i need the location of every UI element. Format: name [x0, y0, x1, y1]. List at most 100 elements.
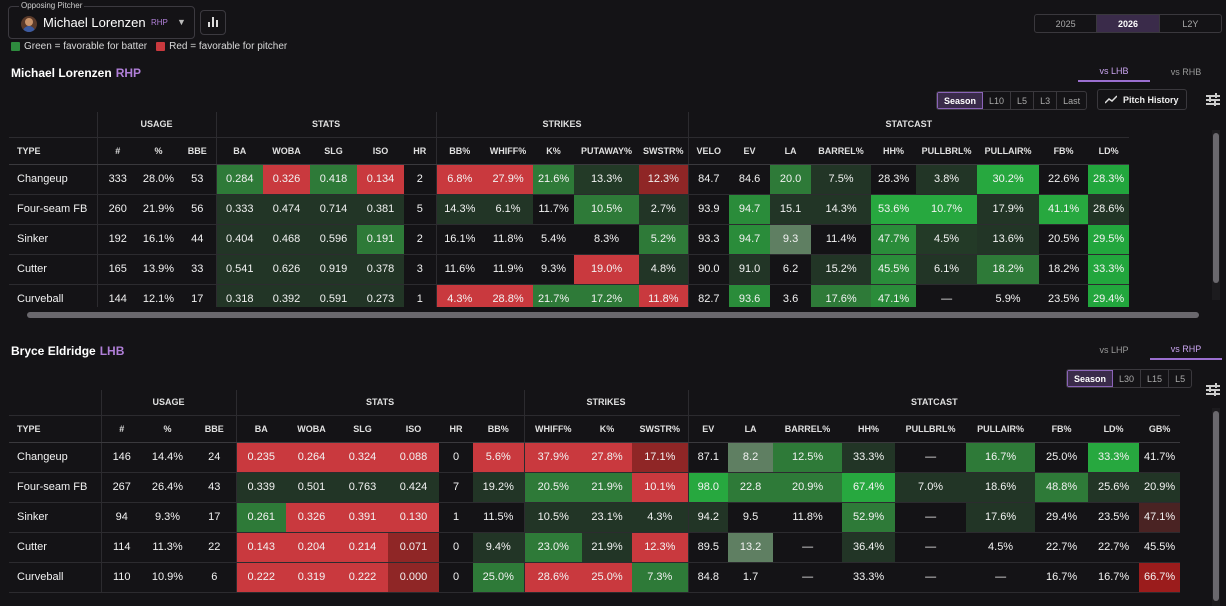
stat-cell: 0.391 — [337, 502, 389, 533]
column-header[interactable]: BB% — [473, 415, 525, 443]
column-header[interactable]: HR — [404, 137, 437, 165]
column-header[interactable]: BARREL% — [811, 137, 872, 165]
table-row[interactable]: Sinker 94 9.3% 17 0.261 0.326 0.391 0.130 1 11.5%… — [9, 502, 1181, 533]
column-header[interactable]: PULLAIR% — [977, 137, 1040, 165]
batter-table-wrap[interactable]: USAGE STATS STRIKES STATCAST TYPE #% BBE BA WOBA… — [9, 390, 1210, 606]
stat-cell: 1.7 — [728, 562, 774, 593]
column-header[interactable]: # — [96, 137, 138, 165]
column-header[interactable]: FB% — [1039, 137, 1089, 165]
column-header[interactable]: TYPE — [9, 137, 97, 165]
column-header[interactable]: BARREL% — [773, 415, 843, 443]
column-header[interactable]: K% — [582, 415, 633, 443]
column-header[interactable]: EV — [687, 415, 729, 443]
column-header[interactable]: BB% — [435, 137, 484, 165]
sliders-icon[interactable] — [1206, 383, 1220, 396]
batter-vertical-scrollbar[interactable] — [1212, 408, 1220, 606]
stat-cell: 56 — [179, 194, 217, 225]
stat-cell: 11.7% — [533, 194, 575, 225]
column-header[interactable]: LA — [770, 137, 812, 165]
table-row[interactable]: Changeup 333 28.0% 53 0.284 0.326 0.418 0.134 2 6… — [9, 164, 1130, 195]
column-header[interactable]: ISO — [357, 137, 405, 165]
table-row[interactable]: Four-seam FB 260 21.9% 56 0.333 0.474 0.714 0.3… — [9, 194, 1130, 225]
column-header[interactable]: FB% — [1035, 415, 1089, 443]
pitcher-table-wrap[interactable]: USAGE STATS STRIKES STATCAST TYPE #% BBE BA WOBA… — [9, 112, 1210, 307]
column-header[interactable]: PULLAIR% — [966, 415, 1036, 443]
column-header[interactable]: PULLBRL% — [916, 137, 978, 165]
table-row[interactable]: Cutter 114 11.3% 22 0.143 0.204 0.214 0.071 0 9.4… — [9, 532, 1181, 563]
batter-tab-1[interactable]: vs RHP — [1150, 340, 1222, 360]
pitcher-filter-option-0[interactable]: Season — [937, 92, 984, 109]
sliders-icon[interactable] — [1206, 93, 1220, 106]
batter-filter-option-2[interactable]: L15 — [1141, 370, 1170, 387]
column-header[interactable]: WOBA — [263, 137, 311, 165]
column-header[interactable]: EV — [729, 137, 771, 165]
stat-cell: 0.591 — [310, 284, 358, 307]
column-header[interactable]: SWSTR% — [639, 137, 689, 165]
column-header[interactable]: HH% — [871, 137, 917, 165]
stat-cell: 25.6% — [1088, 472, 1140, 503]
pitch-history-button[interactable]: Pitch History — [1097, 89, 1187, 110]
stat-cell: 0.000 — [388, 562, 440, 593]
table-row[interactable]: Cutter 165 13.9% 33 0.541 0.626 0.919 0.378 3 11.… — [9, 254, 1130, 285]
table-row[interactable]: Curveball 144 12.1% 17 0.318 0.392 0.591 0.273 1… — [9, 284, 1130, 307]
column-header[interactable]: % — [138, 137, 179, 165]
pitcher-tab-1[interactable]: vs RHB — [1170, 67, 1202, 77]
column-header[interactable]: SLG — [337, 415, 389, 443]
column-header[interactable]: # — [100, 415, 142, 443]
column-header[interactable]: PUTAWAY% — [574, 137, 640, 165]
pitcher-filter-option-3[interactable]: L3 — [1034, 92, 1058, 109]
column-header[interactable]: PULLBRL% — [895, 415, 967, 443]
table-row[interactable]: Curveball 110 10.9% 6 0.222 0.319 0.222 0.000 0 2… — [9, 562, 1181, 593]
column-header[interactable]: LD% — [1088, 415, 1140, 443]
batter-range-filter[interactable]: Season L30 L15 L5 — [1066, 369, 1193, 388]
stat-cell: 20.5% — [1039, 224, 1089, 255]
column-header[interactable]: TYPE — [9, 415, 101, 443]
year-option-1[interactable]: 2026 — [1097, 15, 1160, 32]
column-header[interactable]: BA — [215, 137, 264, 165]
pitcher-horizontal-scrollbar[interactable] — [9, 311, 1210, 319]
batter-filter-option-3[interactable]: L5 — [1175, 373, 1186, 384]
batter-filter-option-1[interactable]: L30 — [1113, 370, 1142, 387]
year-option-2[interactable]: L2Y — [1182, 18, 1199, 29]
column-header[interactable]: GB% — [1139, 415, 1181, 443]
pitcher-range-filter[interactable]: Season L10 L5 L3 Last — [936, 91, 1088, 110]
stat-cell: 18.6% — [966, 472, 1036, 503]
column-header[interactable]: ISO — [388, 415, 440, 443]
column-header[interactable]: % — [142, 415, 193, 443]
column-header[interactable]: HH% — [842, 415, 896, 443]
column-header[interactable]: WHIFF% — [483, 137, 534, 165]
column-header[interactable]: K% — [533, 137, 575, 165]
pitcher-filter-option-2[interactable]: L5 — [1011, 92, 1035, 109]
year-option-0[interactable]: 2025 — [1035, 15, 1098, 32]
table-row[interactable]: Changeup 146 14.4% 24 0.235 0.264 0.324 0.088 0 5… — [9, 442, 1181, 473]
pitcher-filter-option-4[interactable]: Last — [1063, 95, 1081, 106]
bar-chart-button[interactable] — [200, 10, 226, 35]
column-header[interactable]: WHIFF% — [523, 415, 583, 443]
stat-cell: 12.5% — [773, 442, 843, 473]
column-header[interactable]: LD% — [1088, 137, 1130, 165]
stat-cell: 0.261 — [235, 502, 287, 533]
table-row[interactable]: Four-seam FB 267 26.4% 43 0.339 0.501 0.763 0.4… — [9, 472, 1181, 503]
column-header[interactable]: HR — [439, 415, 474, 443]
stat-cell: 0.392 — [263, 284, 311, 307]
column-header[interactable]: SLG — [310, 137, 358, 165]
pitcher-tab-0[interactable]: vs LHB — [1078, 62, 1150, 82]
stat-cell: 21.9% — [582, 532, 633, 563]
batter-filter-option-0[interactable]: Season — [1067, 370, 1114, 387]
column-header[interactable]: LA — [728, 415, 774, 443]
column-header[interactable]: BA — [235, 415, 287, 443]
table-row[interactable]: Sinker 192 16.1% 44 0.404 0.468 0.596 0.191 2 16.… — [9, 224, 1130, 255]
column-header[interactable]: BBE — [179, 137, 217, 165]
column-header[interactable]: WOBA — [286, 415, 338, 443]
year-selector[interactable]: 2025 2026 L2Y — [1034, 14, 1222, 33]
pitcher-selector[interactable]: Opposing Pitcher Michael Lorenzen RHP ▼ — [8, 1, 195, 39]
column-header[interactable]: VELO — [687, 137, 730, 165]
group-header: STRIKES — [435, 112, 689, 138]
column-header[interactable]: SWSTR% — [632, 415, 689, 443]
stat-cell: 20.9% — [773, 472, 843, 503]
stat-cell: 33.3% — [1088, 254, 1130, 285]
pitcher-vertical-scrollbar[interactable] — [1212, 130, 1220, 300]
column-header[interactable]: BBE — [193, 415, 237, 443]
batter-tab-0[interactable]: vs LHP — [1099, 345, 1129, 355]
pitcher-filter-option-1[interactable]: L10 — [983, 92, 1012, 109]
